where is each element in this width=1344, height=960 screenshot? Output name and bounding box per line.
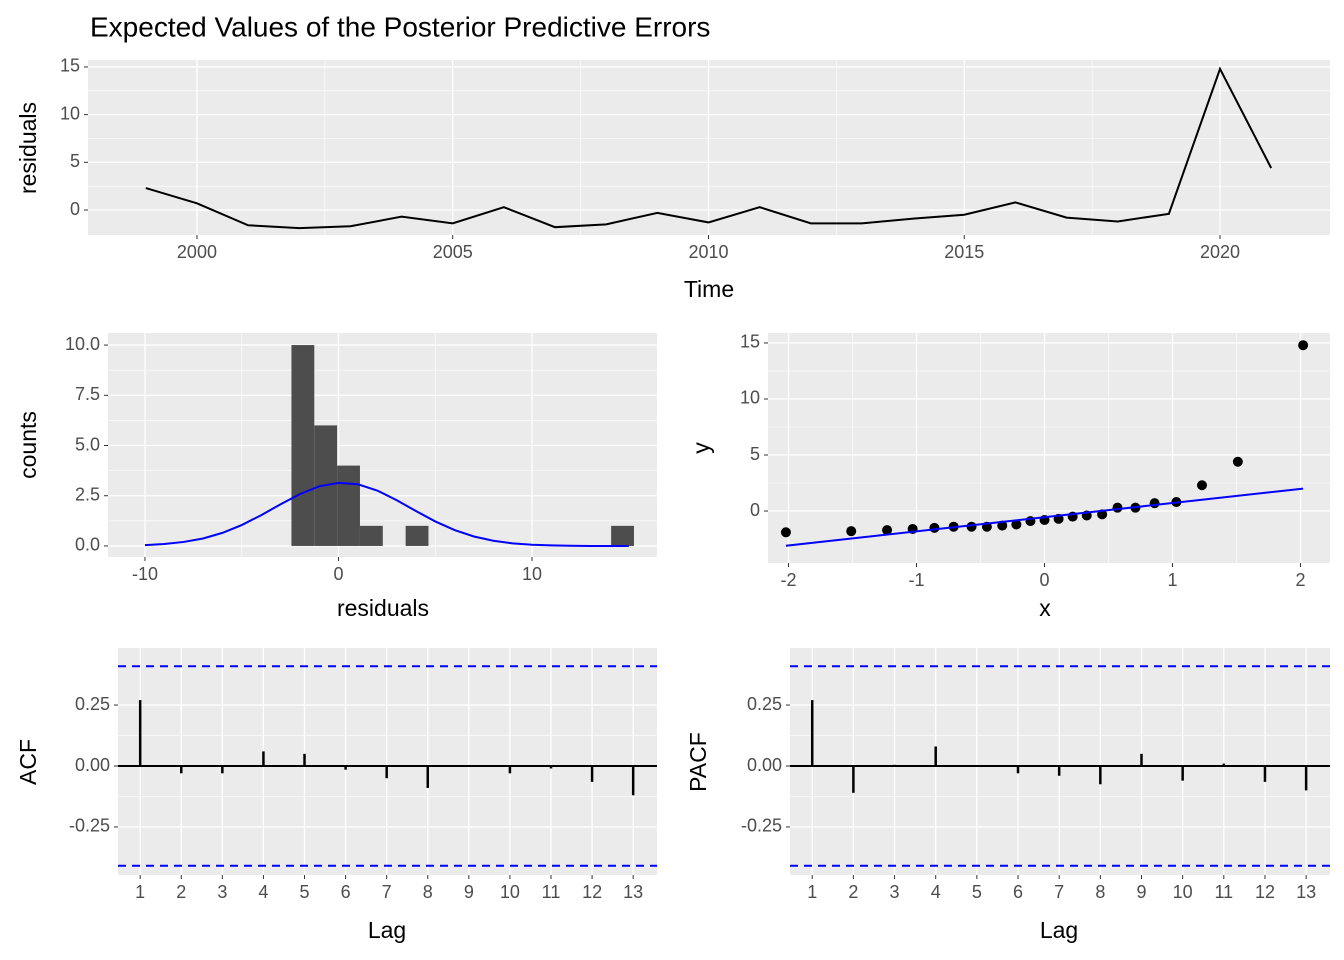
scatter-point [1149, 498, 1160, 509]
x-tick-label: 8 [1095, 882, 1105, 902]
x-tick-label: 2000 [177, 242, 217, 262]
y-tick-label: 0.0 [75, 535, 100, 555]
x-axis-title: Lag [368, 917, 406, 943]
x-tick-label: -1 [908, 570, 924, 590]
x-tick-label: 13 [623, 882, 643, 902]
x-tick-label: 6 [1013, 882, 1023, 902]
scatter-point [1232, 456, 1243, 467]
y-tick-label: 0 [70, 199, 80, 219]
scatter-point [1011, 519, 1022, 530]
histogram-bar [405, 525, 429, 546]
y-tick-label: 5 [750, 444, 760, 464]
y-tick-label: -0.25 [741, 816, 782, 836]
panel-background [790, 648, 1330, 875]
y-tick-label: 0.00 [747, 755, 782, 775]
y-tick-label: 15 [740, 332, 760, 352]
scatter-point [780, 527, 791, 538]
x-tick-label: 2 [176, 882, 186, 902]
x-tick-label: 5 [300, 882, 310, 902]
x-tick-label: 2005 [433, 242, 473, 262]
x-tick-label: 10 [522, 564, 542, 584]
y-tick-label: 0 [750, 500, 760, 520]
x-tick-label: 2 [848, 882, 858, 902]
x-axis-title: residuals [337, 595, 429, 621]
x-tick-label: 2015 [944, 242, 984, 262]
x-tick-label: 4 [931, 882, 941, 902]
histogram-bar [359, 525, 383, 546]
x-tick-label: 12 [582, 882, 602, 902]
x-tick-label: 3 [217, 882, 227, 902]
line-series [145, 66, 1273, 230]
y-tick-label: 0.25 [747, 694, 782, 714]
x-tick-label: 2020 [1200, 242, 1240, 262]
scatter-point [929, 522, 940, 533]
y-tick-label: 0.25 [75, 694, 110, 714]
scatter-point [1298, 340, 1309, 351]
x-tick-label: 6 [341, 882, 351, 902]
x-axis-title: Lag [1040, 917, 1078, 943]
panel-background [118, 648, 657, 875]
scatter-point [966, 521, 977, 532]
x-tick-label: 0 [1040, 570, 1050, 590]
x-tick-label: 13 [1296, 882, 1316, 902]
x-tick-label: 7 [1054, 882, 1064, 902]
x-tick-label: 8 [423, 882, 433, 902]
x-tick-label: -10 [132, 564, 158, 584]
x-axis-title: Time [684, 276, 734, 302]
scatter-point [846, 526, 857, 537]
y-tick-label: 5.0 [75, 434, 100, 454]
x-tick-label: 12 [1255, 882, 1275, 902]
x-tick-label: 10 [1173, 882, 1193, 902]
x-tick-label: 5 [972, 882, 982, 902]
reference-line [785, 487, 1304, 547]
y-axis-title: y [688, 442, 714, 454]
histogram-bar [611, 525, 634, 546]
chart-title: Expected Values of the Posterior Predict… [90, 11, 710, 42]
scatter-point [1196, 480, 1207, 491]
histogram-bar [337, 465, 360, 546]
y-tick-label: 15 [60, 56, 80, 76]
x-tick-label: 1 [1168, 570, 1178, 590]
x-tick-label: 4 [258, 882, 268, 902]
y-axis-title: counts [15, 411, 41, 479]
y-tick-label: 10 [740, 388, 760, 408]
y-tick-label: 10 [60, 103, 80, 123]
scatter-point [1112, 502, 1123, 513]
x-tick-label: 1 [807, 882, 817, 902]
scatter-point [882, 525, 893, 536]
x-tick-label: 3 [890, 882, 900, 902]
x-tick-label: 9 [464, 882, 474, 902]
y-tick-label: 2.5 [75, 484, 100, 504]
x-tick-label: -2 [780, 570, 796, 590]
y-tick-label: -0.25 [69, 816, 110, 836]
histogram-bar [291, 345, 315, 546]
density-curve [144, 481, 629, 547]
y-tick-label: 0.00 [75, 755, 110, 775]
x-tick-label: 2010 [688, 242, 728, 262]
x-tick-label: 0 [333, 564, 343, 584]
x-axis-title: x [1039, 595, 1051, 621]
y-axis-title: PACF [685, 732, 711, 792]
y-axis-title: residuals [15, 102, 41, 194]
y-tick-label: 10.0 [65, 334, 100, 354]
x-tick-label: 11 [1214, 882, 1233, 902]
x-tick-label: 10 [500, 882, 520, 902]
x-tick-label: 2 [1296, 570, 1306, 590]
x-tick-label: 9 [1136, 882, 1146, 902]
x-tick-label: 7 [382, 882, 392, 902]
x-tick-label: 11 [542, 882, 561, 902]
y-axis-title: ACF [15, 739, 41, 785]
y-tick-label: 7.5 [75, 384, 100, 404]
y-tick-label: 5 [70, 151, 80, 171]
x-tick-label: 1 [135, 882, 145, 902]
